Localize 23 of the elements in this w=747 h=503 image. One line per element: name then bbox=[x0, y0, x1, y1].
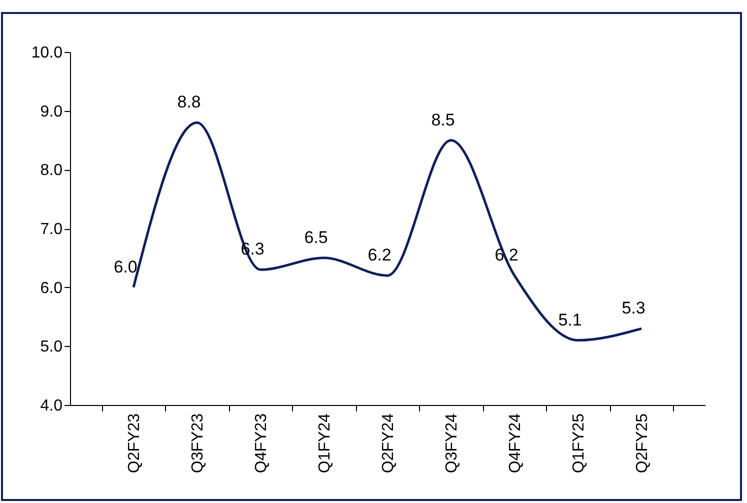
data-label: 6.0 bbox=[114, 257, 138, 276]
y-tick-label: 6.0 bbox=[40, 280, 63, 297]
data-label: 5.3 bbox=[622, 298, 646, 318]
y-tick-label: 9.0 bbox=[40, 103, 63, 120]
y-tick-label: 7.0 bbox=[40, 221, 63, 238]
y-tick-label: 5.0 bbox=[40, 338, 63, 356]
y-tick-label: 10.0 bbox=[31, 44, 63, 62]
x-tick-label: Q3FY24 bbox=[444, 413, 460, 474]
data-label: 8.8 bbox=[177, 92, 201, 112]
x-tick-label: Q2FY23 bbox=[126, 413, 143, 474]
x-tick-label: Q1FY25 bbox=[570, 413, 588, 474]
data-label: 6.2 bbox=[368, 246, 392, 265]
data-label: 5.1 bbox=[558, 310, 582, 330]
x-tick-label: Q2FY24 bbox=[380, 413, 397, 474]
x-tick-label: Q4FY24 bbox=[507, 413, 524, 474]
data-label: 8.5 bbox=[431, 110, 455, 130]
y-tick-label: 8.0 bbox=[40, 162, 63, 180]
x-tick-label: Q2FY25 bbox=[634, 413, 651, 474]
x-tick-label: Q4FY23 bbox=[253, 413, 270, 474]
y-tick-label: 4.0 bbox=[40, 398, 63, 414]
x-tick-label: Q1FY24 bbox=[316, 413, 334, 474]
x-tick-label: Q3FY23 bbox=[190, 413, 206, 474]
data-label: 6.5 bbox=[304, 228, 328, 247]
